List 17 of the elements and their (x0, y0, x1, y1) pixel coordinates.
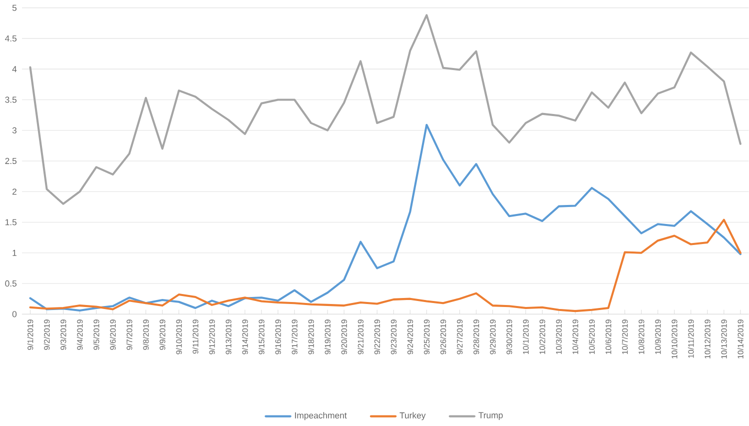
y-tick-label: 3 (12, 127, 16, 134)
line-series (29, 14, 742, 205)
line-series (29, 218, 742, 312)
y-tick-label: 1.5 (5, 219, 17, 226)
y-tick-label: 4 (12, 66, 17, 72)
y-tick-label: 2 (12, 188, 16, 194)
legend-label: Turkey (400, 412, 426, 420)
y-tick-label: 4.5 (5, 35, 17, 42)
y-tick-label: 0 (12, 310, 17, 318)
y-tick-label: 1 (12, 250, 16, 256)
y-tick-label: 5 (12, 4, 17, 11)
y-tick-label: 3.5 (5, 96, 17, 103)
line-series (29, 124, 742, 312)
legend-label: Impeachment (295, 412, 347, 420)
y-tick-label: 2.5 (5, 158, 17, 164)
y-tick-label: 0.5 (5, 280, 17, 286)
legend-label: Trump (478, 412, 503, 420)
